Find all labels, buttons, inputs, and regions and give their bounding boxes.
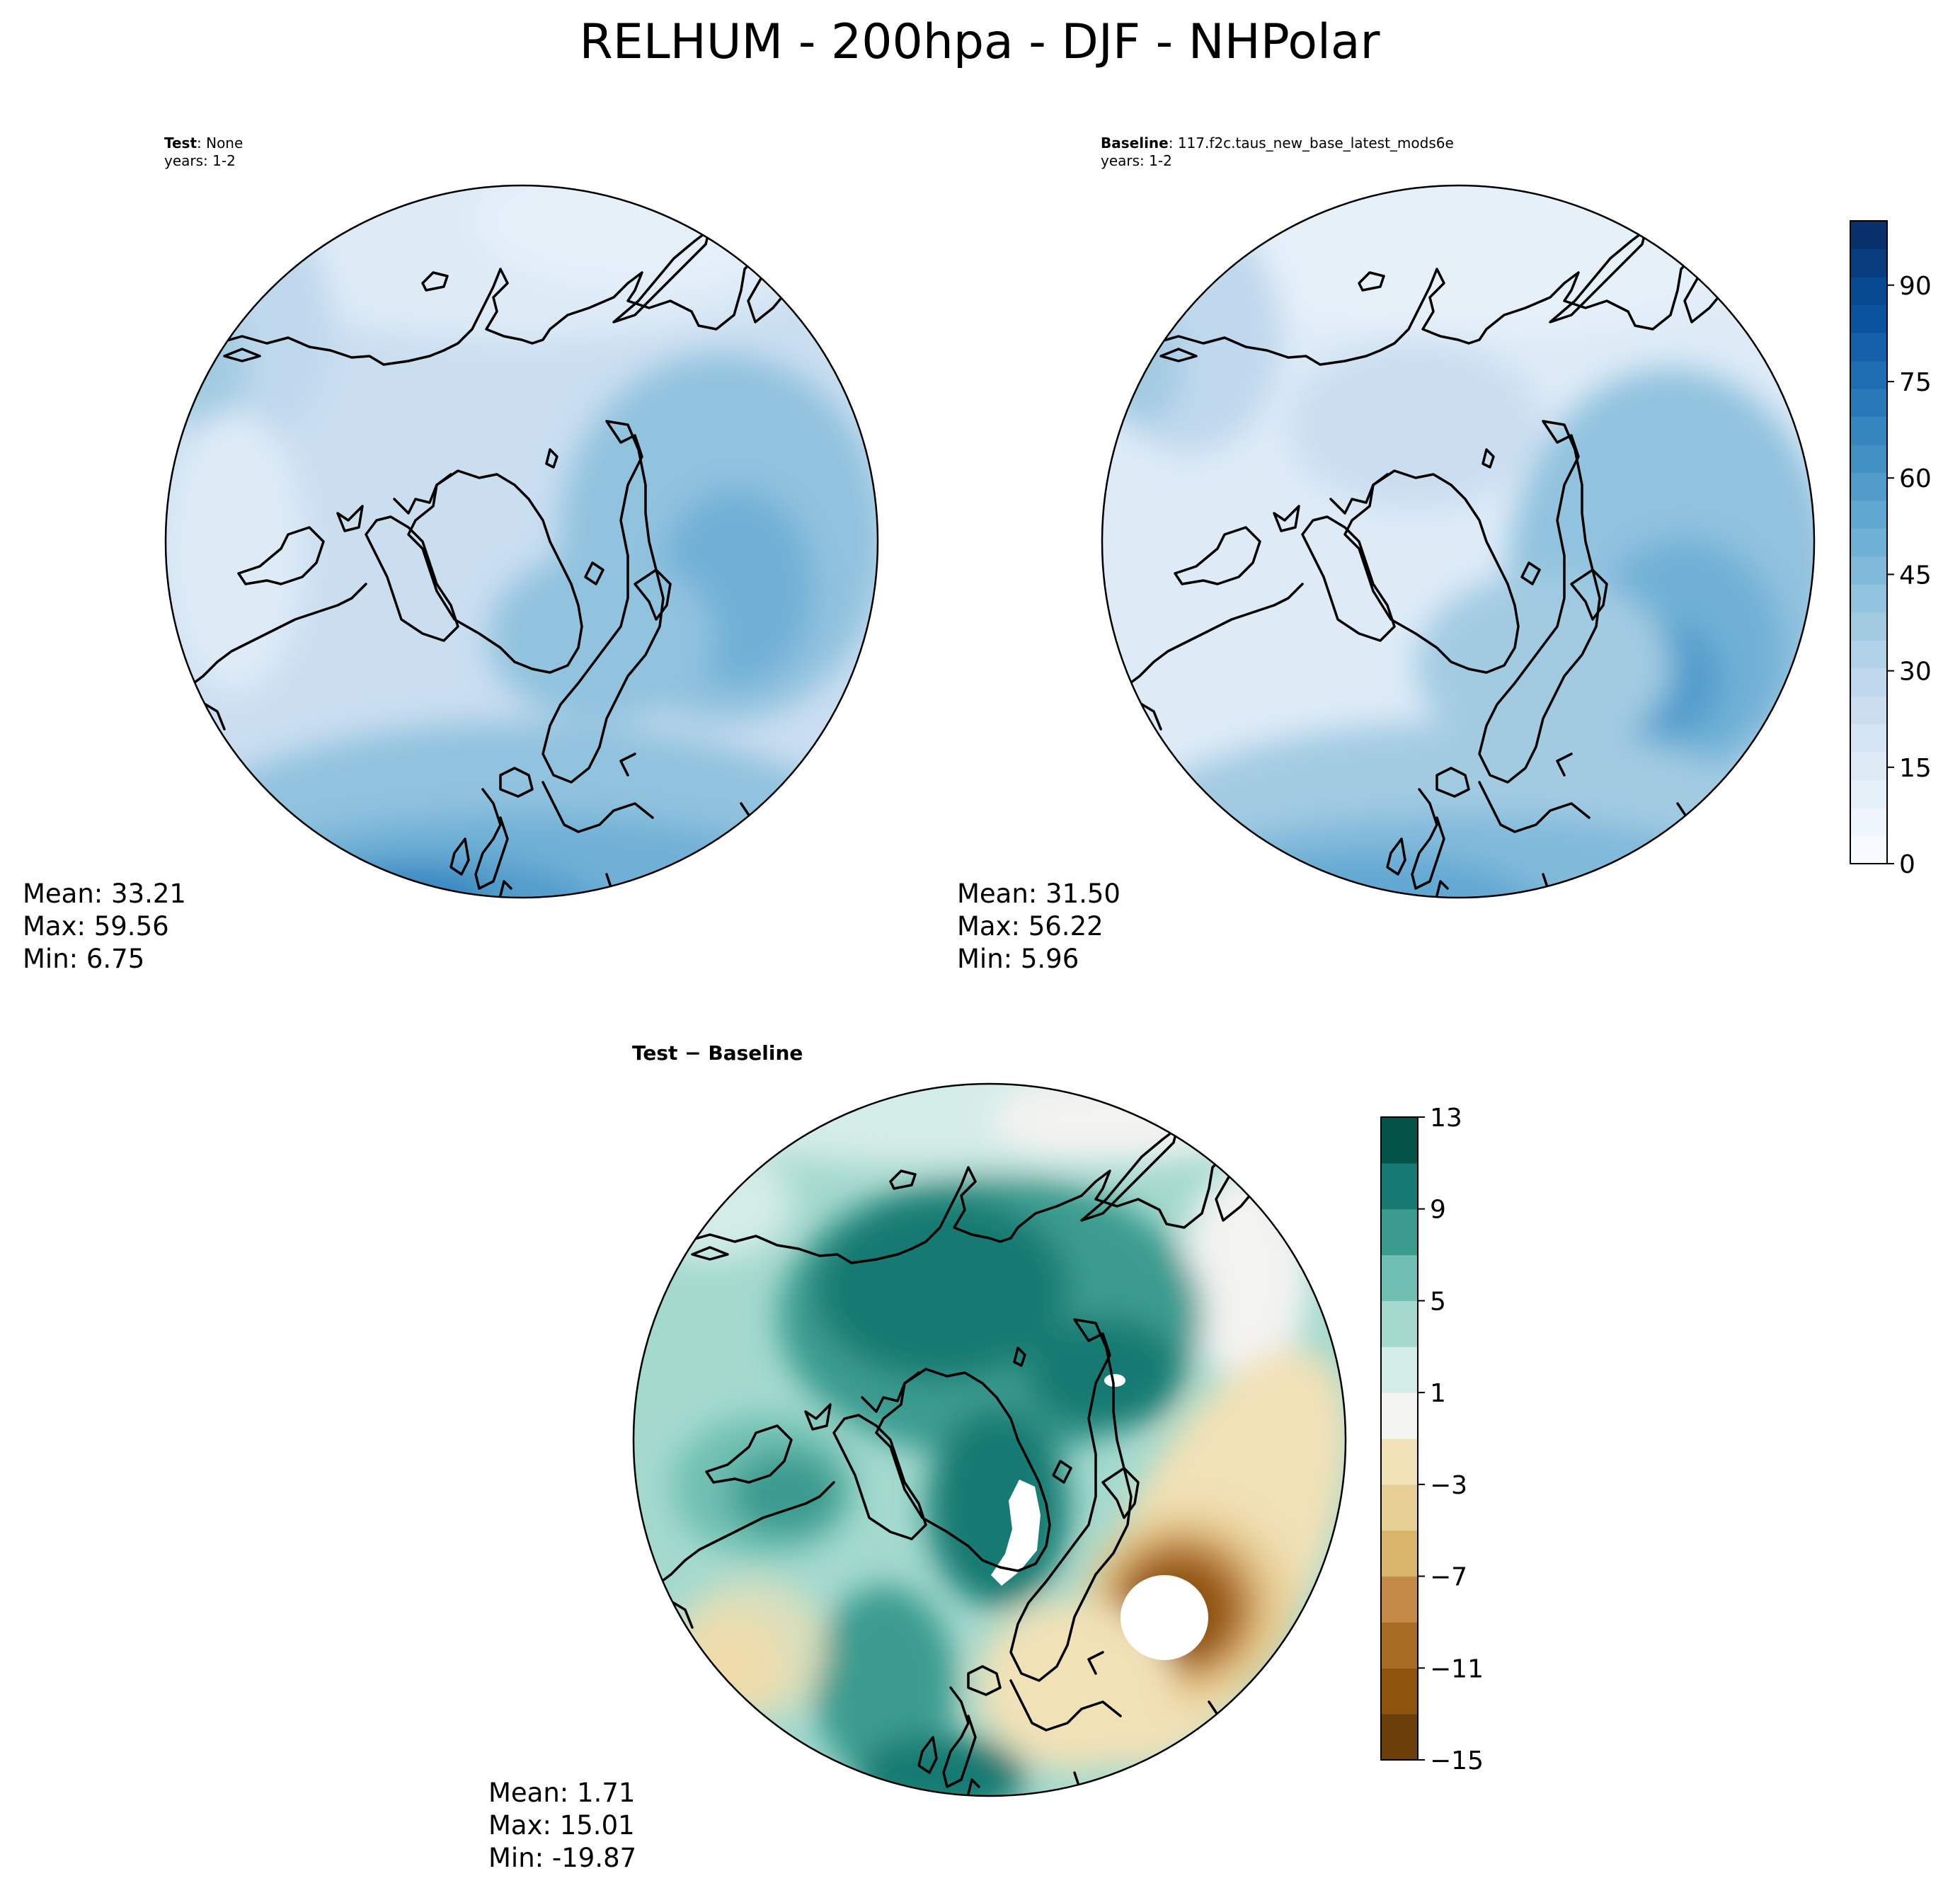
diff-colorbar-block [1381,1484,1418,1531]
baseline-label: Baseline [1101,135,1169,151]
blues-colorbar-block [1850,556,1887,585]
blues-colorbar-block [1850,444,1887,473]
diff-title-test: Test [632,1041,677,1065]
blues-colorbar-block [1850,696,1887,725]
blues-colorbar-block [1850,528,1887,557]
diff-colorbar-block [1381,1438,1418,1485]
diff-max: Max: 15.01 [488,1810,635,1841]
blues-colorbar-block [1850,472,1887,501]
diff-mean: Mean: 1.71 [488,1778,635,1808]
blues-colorbar-block [1850,752,1887,781]
diff-colorbar-block [1381,1117,1418,1164]
test-min: Min: 6.75 [23,944,144,974]
diff-colorbar-blocks [1381,1117,1418,1761]
test-years: years: 1-2 [164,152,236,169]
diff-title-minus: − [677,1041,708,1065]
diff-colorbar-tick-label: 5 [1430,1287,1446,1316]
test-case-name: : None [197,135,243,151]
diff-colorbar-ticks: −15 −11 −7 −3 1 5 9 13 [1418,1104,1484,1775]
blues-colorbar-block [1850,360,1887,389]
blues-colorbar-block [1850,640,1887,669]
diff-map-boundary [632,1082,1347,1797]
baseline-min: Min: 5.96 [957,944,1079,974]
blues-colorbar-tick-label: 0 [1899,850,1915,879]
diff-colorbar-block [1381,1622,1418,1669]
diff-colorbar-tick-label: 9 [1430,1196,1446,1225]
diff-colorbar-block [1381,1530,1418,1577]
blues-colorbar-block [1850,388,1887,417]
diff-missing-area [1104,1374,1125,1387]
svg-text:Baseline: 117.f2c.taus_new_bas: Baseline: 117.f2c.taus_new_base_latest_m… [1101,135,1454,151]
blues-colorbar-ticks: 0 15 30 45 60 75 90 [1887,272,1932,879]
diff-title-baseline: Baseline [708,1041,803,1065]
blues-colorbar-block [1850,248,1887,278]
blues-colorbar-block [1850,584,1887,613]
diff-colorbar-tick-label: 13 [1430,1104,1462,1133]
diff-colorbar-block [1381,1254,1418,1302]
blues-colorbar-tick-label: 90 [1899,272,1932,301]
blues-colorbar: 0 15 30 45 60 75 90 [1850,220,1932,879]
baseline-map-boundary [1101,184,1816,899]
diff-colorbar: −15 −11 −7 −3 1 5 9 13 [1380,1104,1484,1775]
blues-colorbar-blocks [1850,221,1887,864]
diff-map [634,1084,1346,1796]
diff-colorbar-block [1381,1392,1418,1439]
blues-colorbar-block [1850,808,1887,837]
diff-colorbar-block [1381,1162,1418,1210]
test-panel: Test: None years: 1-2 Mean: 33.21 Max [23,135,879,974]
baseline-years: years: 1-2 [1101,152,1172,169]
blues-colorbar-block [1850,221,1887,250]
figure-title: RELHUM - 200hpa - DJF - NHPolar [580,14,1380,70]
test-label: Test [164,135,197,151]
diff-missing-area [1121,1575,1208,1660]
blues-colorbar-tick-label: 75 [1899,368,1932,397]
svg-text:Test: None: Test: None [164,135,243,151]
diff-min: Min: -19.87 [488,1843,636,1873]
diff-colorbar-block [1381,1714,1418,1761]
blues-colorbar-tick-label: 15 [1899,754,1932,783]
test-map-boundary [164,184,879,899]
diff-colorbar-tick-label: −7 [1430,1563,1467,1592]
baseline-case-name: : 117.f2c.taus_new_base_latest_mods6e [1169,135,1454,151]
blues-colorbar-block [1850,835,1887,864]
blues-colorbar-block [1850,779,1887,808]
diff-colorbar-tick-label: 1 [1430,1379,1446,1408]
blues-colorbar-block [1850,276,1887,306]
blues-colorbar-block [1850,668,1887,697]
diff-missing-area [991,1480,1041,1586]
diff-title: Test − Baseline [632,1041,803,1065]
baseline-mean: Mean: 31.50 [957,879,1121,909]
baseline-max: Max: 56.22 [957,911,1104,942]
blues-colorbar-block [1850,332,1887,361]
blues-colorbar-tick-label: 30 [1899,658,1932,687]
diff-colorbar-block [1381,1208,1418,1256]
test-max: Max: 59.56 [23,911,169,942]
diff-colorbar-tick-label: −15 [1430,1746,1484,1775]
test-map [166,185,878,898]
test-mean: Mean: 33.21 [23,879,186,909]
diff-colorbar-block [1381,1576,1418,1623]
blues-colorbar-tick-label: 45 [1899,561,1932,590]
blues-colorbar-block [1850,723,1887,753]
diff-colorbar-tick-label: −11 [1430,1654,1484,1683]
diff-colorbar-block [1381,1346,1418,1393]
baseline-map [1102,185,1814,898]
blues-colorbar-block [1850,500,1887,529]
diff-panel: Test − Baseline [488,1041,1347,1873]
baseline-panel: Baseline: 117.f2c.taus_new_base_latest_m… [957,135,1816,974]
blues-colorbar-block [1850,416,1887,445]
blues-colorbar-block [1850,304,1887,333]
blues-colorbar-block [1850,612,1887,641]
diff-colorbar-tick-label: −3 [1430,1471,1467,1500]
blues-colorbar-tick-label: 60 [1899,464,1932,493]
diff-colorbar-block [1381,1668,1418,1715]
diff-colorbar-block [1381,1300,1418,1347]
